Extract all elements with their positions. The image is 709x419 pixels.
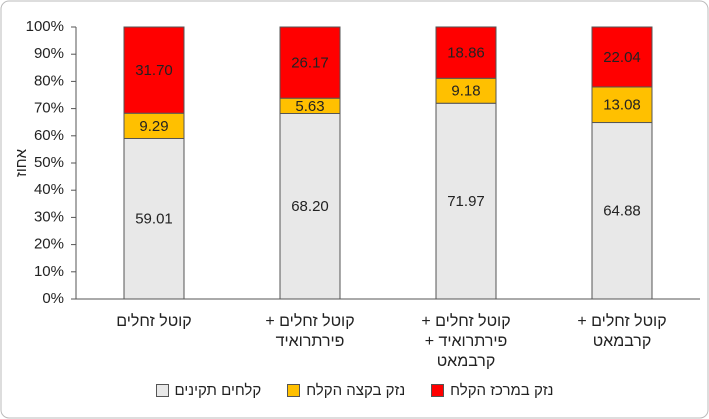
value-label: 22.04 [603,49,641,66]
bar-segment [435,77,497,104]
value-label: 68.20 [291,198,329,215]
y-tick-label: 40% [34,181,64,198]
y-tick-label: 10% [34,263,64,280]
y-tick-label: 20% [34,236,64,253]
x-tick-label: קוטל זחלים + פירתרואיד [265,313,355,350]
value-label: 5.63 [295,98,324,115]
value-label: 9.18 [451,83,480,100]
legend: קלחים תקינים נזק בקצה הקלח נזק במרכז הקלח [0,382,709,399]
bar-segment [435,26,497,79]
value-label: 9.29 [139,118,168,135]
x-tick-label: קוטל זחלים + פירתרואיד + קרבמאט [421,313,511,370]
y-axis-title: אחוז [13,148,30,177]
bar-segment [591,86,653,124]
bar-segment [591,26,653,88]
legend-swatch [431,384,445,397]
y-tick-label: 70% [34,100,64,117]
x-tick-label: קוטל זחלים [116,313,192,330]
value-label: 71.97 [447,193,485,210]
bar-segment [435,102,497,300]
bar-segment [279,26,341,99]
bar-segment [591,122,653,300]
y-tick-label: 50% [34,154,64,171]
legend-label: קלחים תקינים [174,382,262,399]
value-label: 59.01 [135,211,173,228]
legend-label: נזק בקצה הקלח [306,382,406,399]
legend-item: קלחים תקינים [155,382,262,399]
value-label: 26.17 [291,55,329,72]
value-label: 64.88 [603,203,641,220]
value-label: 18.86 [447,45,485,62]
y-tick-label: 90% [34,45,64,62]
legend-label: נזק במרכז הקלח [450,382,554,399]
legend-item: נזק במרכז הקלח [431,382,553,399]
y-tick-label: 80% [34,72,64,89]
legend-swatch [155,384,169,397]
y-tick-label: 0% [42,290,64,307]
y-tick-label: 100% [26,18,64,35]
x-tick-label: קוטל זחלים + קרבמאט [577,313,667,350]
bar-segment [123,26,185,114]
legend-item: נזק בקצה הקלח [287,382,405,399]
y-tick-label: 60% [34,127,64,144]
legend-swatch [287,384,301,397]
value-label: 13.08 [603,97,641,114]
value-label: 31.70 [135,62,173,79]
y-tick-label: 30% [34,208,64,225]
